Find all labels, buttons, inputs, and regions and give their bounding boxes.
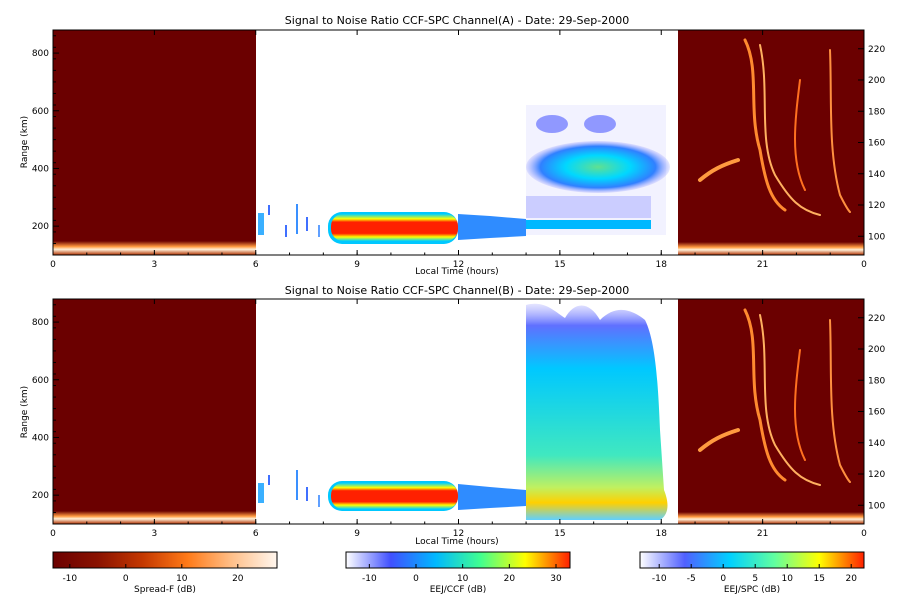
y-tick-label: 600: [32, 376, 49, 386]
y-tick-label: 200: [32, 222, 49, 232]
x-tick-label: 9: [354, 529, 360, 539]
colorbar-tick-label: -5: [687, 574, 696, 584]
y2-tick-label: 180: [868, 376, 885, 386]
panel-a: Signal to Noise Ratio CCF-SPC Channel(A)…: [20, 14, 885, 277]
x-tick-label: 6: [253, 260, 259, 270]
x-tick-label: 3: [152, 260, 158, 270]
y2-tick-label: 140: [868, 439, 885, 449]
y2-tick-label: 120: [868, 470, 885, 480]
panel-a-eej-tail: [458, 214, 526, 240]
x-tick-label: 21: [757, 529, 768, 539]
y2-tick-label: 100: [868, 232, 885, 242]
y2-tick-label: 140: [868, 170, 885, 180]
panel-b-bottom-echo: [53, 511, 256, 524]
panel-a-spreadf-right: [678, 30, 864, 255]
colorbar-tick-label: 20: [232, 574, 244, 584]
y2-tick-label: 160: [868, 139, 885, 149]
x-tick-label: 15: [554, 260, 565, 270]
x-tick-label: 12: [453, 529, 464, 539]
colorbar-tick-label: 15: [813, 574, 824, 584]
x-tick-label: 0: [861, 529, 867, 539]
colorbar-tick-label: 0: [123, 574, 129, 584]
y2-tick-label: 120: [868, 201, 885, 211]
x-tick-label: 0: [50, 529, 56, 539]
y-tick-label: 600: [32, 107, 49, 117]
panel-b-spc-plume: [526, 303, 668, 520]
x-tick-label: 15: [554, 529, 565, 539]
colorbar-tick-label: 30: [550, 574, 562, 584]
panel-b-ylabel: Range (km): [20, 386, 30, 438]
y-tick-label: 800: [32, 49, 49, 59]
y2-tick-label: 200: [868, 345, 885, 355]
colorbars: Spread-F (dB) EEJ/CCF (dB) EEJ/SPC (dB) …: [52, 551, 865, 595]
colorbar-eej-ccf-label: EEJ/CCF (dB): [430, 585, 487, 595]
colorbar-eej-spc: [639, 551, 865, 569]
y-tick-label: 800: [32, 318, 49, 328]
x-tick-label: 9: [354, 260, 360, 270]
colorbar-tick-label: 0: [413, 574, 419, 584]
colorbar-tick-label: 20: [845, 574, 857, 584]
panel-b-title: Signal to Noise Ratio CCF-SPC Channel(B)…: [285, 284, 629, 297]
panel-a-ccf-scatter: [258, 204, 320, 237]
y-tick-label: 200: [32, 491, 49, 501]
colorbar-eej-ccf: [345, 551, 571, 569]
panel-b-spreadf-streaks: [678, 308, 864, 524]
panel-a-title: Signal to Noise Ratio CCF-SPC Channel(A)…: [285, 14, 629, 27]
panel-a-bottom-echo: [53, 241, 256, 255]
y2-tick-label: 160: [868, 408, 885, 418]
panel-a-axes: 0 3 6 9 12 15 18 21 0 200 400 600 800 100 120 140 160 180…: [32, 30, 885, 270]
panel-b-xlabel: Local Time (hours): [415, 537, 498, 547]
x-tick-label: 18: [656, 529, 668, 539]
panel-a-ylabel: Range (km): [20, 116, 30, 168]
y-tick-label: 400: [32, 433, 49, 443]
panel-b-eej-tail: [458, 484, 526, 510]
colorbar-tick-label: -10: [652, 574, 667, 584]
colorbar-tick-label: 10: [176, 574, 188, 584]
x-tick-label: 21: [757, 260, 768, 270]
y2-tick-label: 200: [868, 76, 885, 86]
colorbar-tick-label: 10: [781, 574, 793, 584]
x-tick-label: 18: [656, 260, 668, 270]
colorbar-spreadf: [52, 551, 278, 569]
colorbar-tick-label: 10: [457, 574, 469, 584]
panel-a-eej-layer: [331, 214, 458, 241]
panel-b-eej-layer: [331, 483, 458, 509]
y2-tick-label: 180: [868, 107, 885, 117]
colorbar-tick-label: 0: [720, 574, 726, 584]
colorbar-spreadf-label: Spread-F (dB): [134, 585, 196, 595]
colorbar-tick-label: -10: [362, 574, 377, 584]
y2-tick-label: 220: [868, 45, 885, 55]
colorbar-tick-label: 5: [752, 574, 758, 584]
panel-b-spreadf-right: [678, 299, 864, 524]
x-tick-label: 0: [50, 260, 56, 270]
x-tick-label: 3: [152, 529, 158, 539]
panel-b-ccf-scatter: [258, 470, 320, 507]
y2-tick-label: 100: [868, 501, 885, 511]
y-tick-label: 400: [32, 164, 49, 174]
colorbar-eej-spc-label: EEJ/SPC (dB): [724, 585, 780, 595]
colorbar-tick-label: -10: [62, 574, 77, 584]
panel-a-spc-block: [526, 105, 670, 235]
x-tick-label: 6: [253, 529, 259, 539]
panel-a-spreadf-streaks: [678, 38, 864, 255]
panel-b: Signal to Noise Ratio CCF-SPC Channel(B)…: [20, 284, 885, 547]
panel-b-axes: 0 3 6 9 12 15 18 21 0 200 400 600 800 100 120 140 160 180…: [32, 299, 885, 539]
panel-b-spreadf-left: [53, 299, 256, 524]
x-tick-label: 0: [861, 260, 867, 270]
panel-a-spreadf-left: [53, 30, 256, 255]
panel-a-xlabel: Local Time (hours): [415, 267, 498, 277]
x-tick-label: 12: [453, 260, 464, 270]
colorbar-tick-label: 20: [504, 574, 516, 584]
y2-tick-label: 220: [868, 314, 885, 324]
